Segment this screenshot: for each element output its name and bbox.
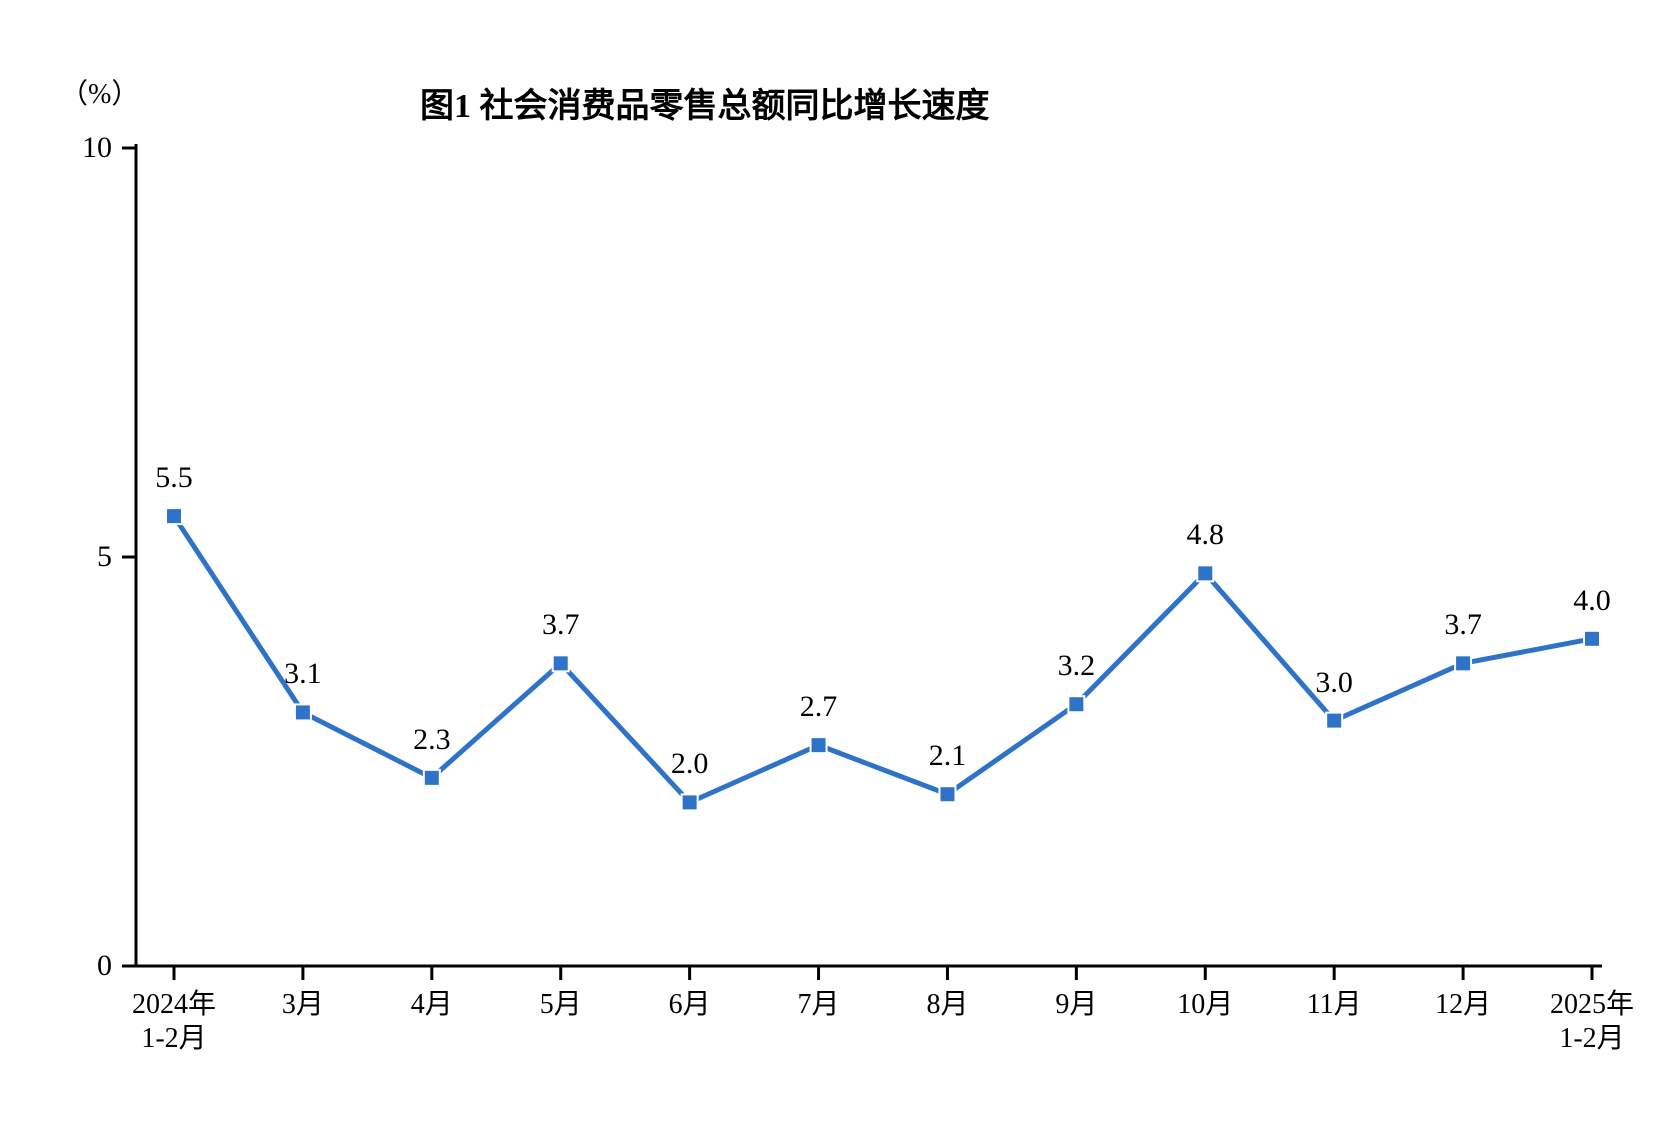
data-point-label: 3.1	[263, 656, 343, 692]
x-tick-label: 7月	[749, 988, 889, 1022]
data-point-label: 2.3	[392, 722, 472, 758]
y-tick-label: 0	[97, 948, 112, 984]
x-tick-label: 12月	[1393, 988, 1533, 1022]
data-point-label: 4.8	[1165, 517, 1245, 553]
chart-container: （%） 图1 社会消费品零售总额同比增长速度 0510 2024年 1-2月3月…	[0, 0, 1662, 1146]
x-tick-label: 10月	[1135, 988, 1275, 1022]
data-point-label: 3.0	[1294, 665, 1374, 701]
x-tick-label: 4月	[362, 988, 502, 1022]
data-point-label: 3.2	[1036, 648, 1116, 684]
data-point-label: 2.1	[907, 738, 987, 774]
data-point-label: 3.7	[1423, 607, 1503, 643]
y-tick-label: 5	[97, 539, 112, 575]
x-tick-label: 3月	[233, 988, 373, 1022]
y-tick-label: 10	[82, 130, 112, 166]
data-point-label: 5.5	[134, 460, 214, 496]
x-tick-label: 5月	[491, 988, 631, 1022]
x-tick-label: 8月	[877, 988, 1017, 1022]
data-point-label: 3.7	[521, 607, 601, 643]
x-tick-label: 9月	[1006, 988, 1146, 1022]
data-point-label: 2.7	[779, 689, 859, 725]
x-tick-label: 11月	[1264, 988, 1404, 1022]
x-tick-label: 2025年 1-2月	[1522, 988, 1662, 1055]
data-point-label: 2.0	[650, 746, 730, 782]
data-point-label: 4.0	[1552, 583, 1632, 619]
chart-svg	[0, 0, 1662, 1146]
x-tick-label: 6月	[620, 988, 760, 1022]
x-tick-label: 2024年 1-2月	[104, 988, 244, 1055]
